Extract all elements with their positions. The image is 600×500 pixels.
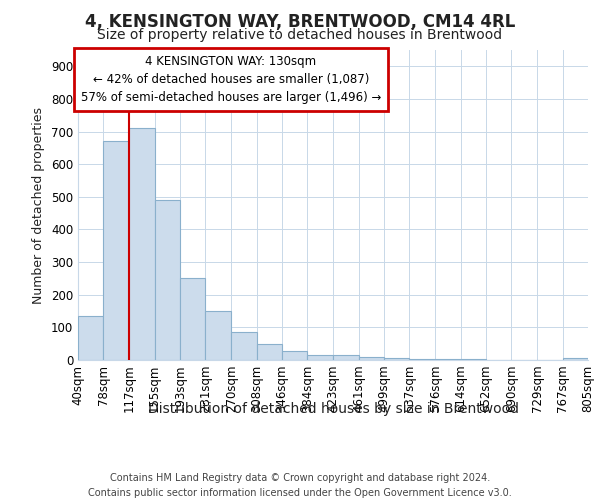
Bar: [409, 359, 436, 360]
Bar: [232, 332, 257, 360]
Text: Distribution of detached houses by size in Brentwood: Distribution of detached houses by size …: [148, 402, 518, 416]
Bar: [180, 278, 205, 360]
Bar: [103, 142, 130, 360]
Y-axis label: Number of detached properties: Number of detached properties: [32, 106, 46, 304]
Bar: [563, 358, 588, 360]
Text: Size of property relative to detached houses in Brentwood: Size of property relative to detached ho…: [97, 28, 503, 42]
Bar: [257, 344, 282, 360]
Bar: [205, 311, 232, 360]
Bar: [155, 200, 180, 360]
Bar: [359, 356, 384, 360]
Bar: [130, 128, 155, 360]
Bar: [461, 359, 486, 360]
Bar: [307, 355, 334, 360]
Text: 4 KENSINGTON WAY: 130sqm
← 42% of detached houses are smaller (1,087)
57% of sem: 4 KENSINGTON WAY: 130sqm ← 42% of detach…: [81, 55, 381, 104]
Bar: [436, 359, 461, 360]
Bar: [282, 351, 307, 360]
Bar: [78, 316, 103, 360]
Text: Contains HM Land Registry data © Crown copyright and database right 2024.
Contai: Contains HM Land Registry data © Crown c…: [88, 472, 512, 498]
Bar: [384, 358, 409, 360]
Bar: [334, 355, 359, 360]
Text: 4, KENSINGTON WAY, BRENTWOOD, CM14 4RL: 4, KENSINGTON WAY, BRENTWOOD, CM14 4RL: [85, 12, 515, 30]
